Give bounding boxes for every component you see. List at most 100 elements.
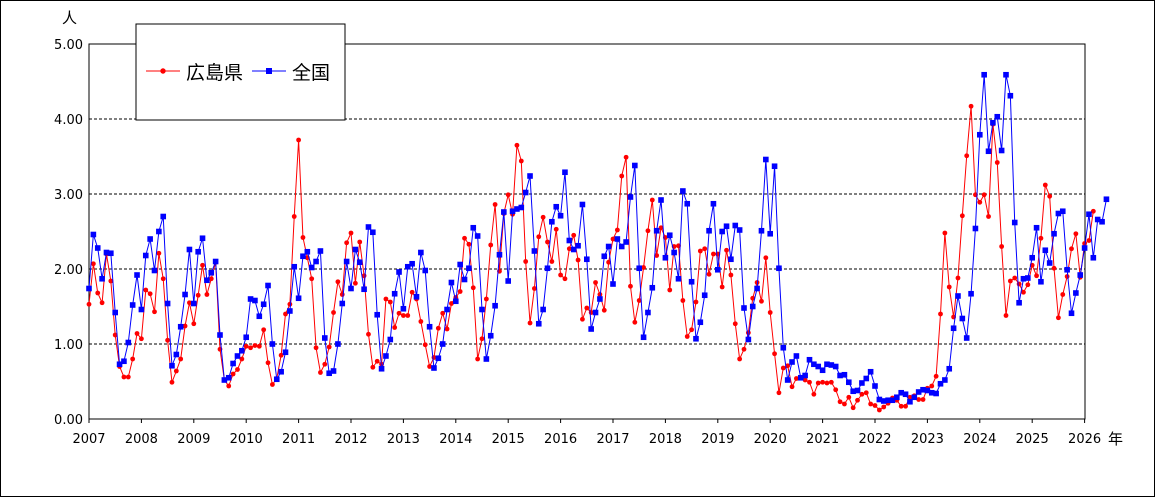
x-tick-label: 2017 [596, 432, 629, 447]
data-point [134, 272, 140, 278]
data-point [623, 239, 629, 245]
data-point [278, 368, 284, 375]
data-point [143, 287, 149, 293]
data-point [523, 259, 529, 264]
data-point [797, 374, 804, 381]
data-point [662, 254, 669, 261]
data-point [405, 313, 411, 318]
data-point [448, 279, 455, 286]
data-point [344, 240, 350, 246]
data-point [129, 302, 136, 308]
data-point [1025, 275, 1031, 281]
data-point [1090, 208, 1096, 214]
x-tick-label: 2018 [649, 432, 682, 447]
data-point [230, 360, 236, 367]
data-point [807, 379, 812, 385]
data-point [964, 153, 970, 159]
data-point [1103, 196, 1110, 203]
data-point [806, 356, 813, 363]
data-point [125, 374, 131, 380]
data-point [356, 259, 363, 266]
data-point [789, 384, 795, 390]
data-point [492, 302, 498, 309]
data-point [580, 316, 585, 322]
data-point [86, 285, 92, 292]
data-point [295, 295, 302, 302]
x-tick-label: 2011 [282, 432, 315, 447]
data-point [553, 203, 560, 210]
data-point [820, 379, 825, 385]
data-point [614, 236, 621, 242]
x-tick-label: 2023 [911, 432, 944, 447]
data-point [737, 356, 743, 362]
data-point [671, 249, 677, 256]
y-tick-label: 2.00 [54, 263, 83, 278]
data-point [841, 371, 848, 378]
data-point [889, 397, 896, 404]
data-point [1003, 313, 1009, 318]
data-point [492, 202, 498, 207]
data-point [1021, 289, 1026, 295]
data-point [426, 323, 433, 330]
x-tick-label: 2021 [806, 432, 839, 447]
data-point [418, 319, 424, 324]
legend-label-national: 全国 [292, 62, 330, 84]
data-point [684, 334, 690, 339]
data-point [427, 364, 432, 369]
data-point [688, 278, 695, 285]
data-point [422, 267, 429, 274]
data-point [300, 235, 306, 240]
data-point [326, 344, 332, 350]
data-point [618, 243, 625, 250]
data-point [789, 359, 795, 365]
data-point [850, 388, 856, 395]
data-point [235, 367, 240, 372]
data-point [566, 246, 572, 252]
data-point [846, 394, 852, 400]
data-point [784, 377, 791, 383]
data-point [1016, 281, 1022, 287]
data-point [588, 326, 594, 332]
data-point [318, 370, 323, 375]
data-point [632, 319, 638, 325]
data-point [453, 298, 459, 305]
data-point [946, 365, 953, 372]
data-point [601, 253, 608, 260]
data-point [156, 228, 162, 235]
data-point [723, 223, 730, 230]
data-point [396, 310, 402, 316]
x-tick-label: 2010 [230, 432, 263, 447]
data-point [322, 361, 328, 367]
data-point [876, 407, 882, 413]
data-point [531, 248, 538, 254]
x-tick-label: 2020 [754, 432, 787, 447]
data-point [584, 305, 590, 311]
data-point [759, 298, 764, 304]
data-point [383, 353, 389, 359]
data-point [754, 285, 760, 292]
data-point [959, 315, 966, 322]
data-point [182, 291, 188, 298]
data-point [811, 391, 817, 397]
data-point [391, 290, 398, 297]
data-point [907, 398, 913, 405]
data-point [955, 275, 961, 281]
data-point [422, 342, 428, 348]
data-point [365, 224, 372, 230]
x-tick-label: 2008 [125, 432, 158, 447]
data-point [632, 162, 638, 169]
data-point [667, 287, 673, 293]
data-point [793, 353, 800, 359]
y-axis-ticks: 0.00 1.00 2.00 3.00 4.00 5.00 [54, 38, 83, 428]
data-point [1020, 275, 1027, 282]
data-point [929, 383, 935, 389]
data-point [767, 230, 773, 237]
data-point [558, 272, 563, 278]
data-point [675, 275, 682, 282]
data-point [1077, 272, 1084, 278]
data-point [920, 386, 926, 393]
data-point [916, 397, 922, 402]
data-point [1038, 278, 1044, 285]
data-point [911, 394, 918, 401]
